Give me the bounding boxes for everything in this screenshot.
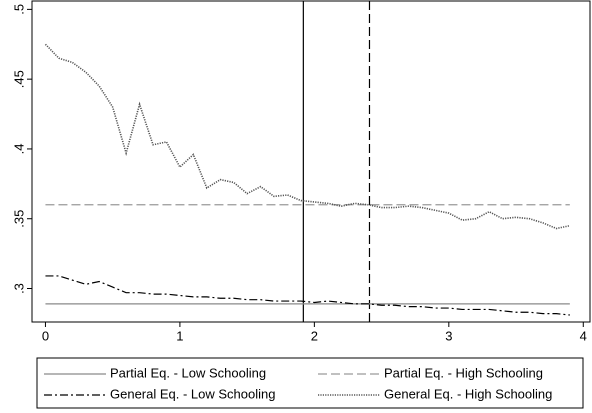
x-tick-label: 2 [311, 328, 318, 343]
legend-label: General Eq. - High Schooling [384, 386, 552, 401]
legend-label: Partial Eq. - High Schooling [384, 365, 543, 380]
y-tick-label: .4 [11, 144, 26, 155]
y-tick-label: .35 [11, 210, 26, 228]
x-tick-label: 4 [580, 328, 587, 343]
y-tick-label: .5 [11, 4, 26, 15]
plot-frame [31, 0, 591, 323]
series-line [45, 275, 570, 316]
x-tick-label: 1 [176, 328, 183, 343]
y-tick-label: .3 [11, 283, 26, 294]
legend-box [36, 357, 584, 409]
legend-label: Partial Eq. - Low Schooling [110, 365, 266, 380]
x-tick-label: 3 [445, 328, 452, 343]
y-tick-label: .45 [11, 70, 26, 88]
x-tick-label: 0 [42, 328, 49, 343]
legend-label: General Eq. - Low Schooling [110, 386, 275, 401]
series-line [44, 43, 570, 230]
